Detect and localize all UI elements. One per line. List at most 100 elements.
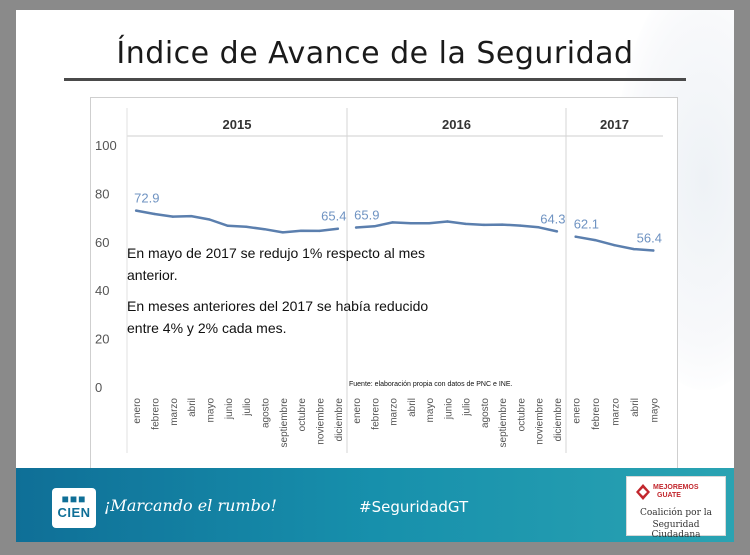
y-tick-label: 40 [95, 283, 109, 298]
x-tick-label: abril [187, 398, 198, 417]
x-tick-label: junio [224, 398, 235, 421]
x-tick-label: enero [352, 398, 363, 424]
x-tick-label: febrero [591, 398, 602, 430]
coalition-name-line1: Coalición por la [639, 508, 712, 518]
data-point [354, 226, 358, 229]
y-tick-label: 0 [95, 380, 102, 395]
slide: Índice de Avance de la Seguridad 0 20 40 60… [16, 10, 734, 542]
x-tick-label: diciembre [553, 398, 564, 442]
coalition-logo: MEJOREMOS GUATE Coalición por la Segurid… [626, 476, 726, 540]
data-point [555, 230, 559, 233]
line-chart: 0 20 40 60 80 100 2015 2016 2017 72.9 65.4 65.9 64… [95, 108, 663, 453]
data-point [263, 228, 266, 231]
data-point [226, 224, 230, 228]
data-point [613, 243, 616, 247]
coalition-mark-line2: GUATE [657, 492, 681, 499]
coalition-name-line2: Seguridad Ciudadana [651, 520, 701, 540]
x-axis: enero febrero marzo abril mayo junio julio agos… [132, 398, 660, 448]
cien-logo-mark: ■■■ [61, 492, 87, 506]
x-tick-label: enero [572, 398, 583, 424]
y-axis: 0 20 40 60 80 100 [95, 138, 117, 395]
data-point [446, 220, 449, 223]
source-note: Fuente: elaboración propia con datos de … [349, 381, 512, 388]
year-header-2016: 2016 [442, 117, 471, 132]
x-tick-label: mayo [649, 398, 660, 423]
cien-logo: ■■■ CIEN [52, 488, 96, 528]
data-point [153, 212, 156, 216]
title-divider [64, 78, 686, 81]
x-tick-label: noviembre [316, 398, 327, 445]
x-tick-label: junio [443, 398, 454, 421]
data-label: 72.9 [134, 191, 159, 206]
data-point [464, 222, 467, 226]
data-point [208, 218, 211, 221]
data-label: 56.4 [637, 231, 662, 246]
x-tick-label: marzo [389, 398, 400, 426]
data-point [409, 221, 413, 225]
data-label: 64.3 [540, 211, 565, 226]
x-tick-label: septiembre [498, 398, 509, 448]
data-label: 65.4 [321, 209, 346, 224]
annotation-line: En mayo de 2017 se redujo 1% respecto al… [127, 245, 425, 261]
data-point [134, 209, 138, 212]
data-point [537, 226, 540, 229]
hashtag: #SeguridadGT [359, 498, 469, 516]
year-headers: 2015 2016 2017 [126, 108, 663, 453]
x-tick-label: diciembre [334, 398, 345, 442]
annotation-line: anterior. [127, 267, 178, 283]
data-point [519, 224, 522, 227]
x-tick-label: enero [132, 398, 143, 424]
y-tick-label: 100 [95, 138, 117, 153]
y-tick-label: 60 [95, 235, 109, 250]
x-tick-label: noviembre [535, 398, 546, 445]
x-tick-label: agosto [480, 398, 491, 428]
series-line-2015 [134, 209, 340, 234]
year-header-2017: 2017 [600, 117, 629, 132]
x-tick-label: septiembre [279, 398, 290, 448]
annotations: En mayo de 2017 se redujo 1% respecto al… [127, 245, 512, 388]
x-tick-label: abril [630, 398, 641, 417]
data-point [593, 238, 597, 242]
annotation-line: En meses anteriores del 2017 se había re… [127, 298, 428, 314]
y-tick-label: 20 [95, 332, 109, 347]
data-point [482, 223, 486, 227]
data-point [244, 225, 248, 228]
data-labels: 72.9 65.4 65.9 64.3 62.1 56.4 [134, 191, 662, 246]
mejoremos-guate-icon [636, 484, 650, 500]
page-title: Índice de Avance de la Seguridad [116, 36, 634, 71]
series-lines [134, 209, 655, 252]
data-point [318, 229, 321, 233]
data-point [427, 221, 431, 225]
data-point [632, 247, 636, 251]
cien-logo-word: CIEN [57, 505, 91, 520]
slogan: ¡Marcando el rumbo! [104, 496, 277, 515]
data-point [189, 214, 193, 218]
data-label: 62.1 [574, 217, 599, 232]
chart-panel: 0 20 40 60 80 100 2015 2016 2017 72.9 65.4 65.9 64… [90, 97, 678, 469]
data-point [652, 249, 655, 252]
data-point [299, 229, 303, 232]
x-tick-label: agosto [261, 398, 272, 428]
data-point [171, 215, 175, 218]
data-point [574, 235, 577, 238]
x-tick-label: octubre [516, 398, 527, 432]
x-tick-label: julio [242, 398, 253, 417]
data-point [373, 225, 376, 228]
x-tick-label: mayo [425, 398, 436, 423]
annotation-line: entre 4% y 2% cada mes. [127, 320, 287, 336]
series-line-2016 [354, 220, 559, 233]
data-label: 65.9 [354, 208, 379, 223]
x-tick-label: abril [407, 398, 418, 417]
x-tick-label: octubre [297, 398, 308, 432]
data-point [281, 231, 285, 234]
data-point [391, 221, 394, 224]
year-header-2015: 2015 [223, 117, 252, 132]
data-point [336, 227, 340, 230]
x-tick-label: marzo [611, 398, 622, 426]
x-tick-label: febrero [370, 398, 381, 430]
x-tick-label: febrero [151, 398, 162, 430]
data-point [500, 223, 504, 226]
footer-bar: ■■■ CIEN ¡Marcando el rumbo! #SeguridadG… [16, 468, 734, 542]
x-tick-label: mayo [206, 398, 217, 423]
coalition-mark-line1: MEJOREMOS [653, 484, 699, 491]
